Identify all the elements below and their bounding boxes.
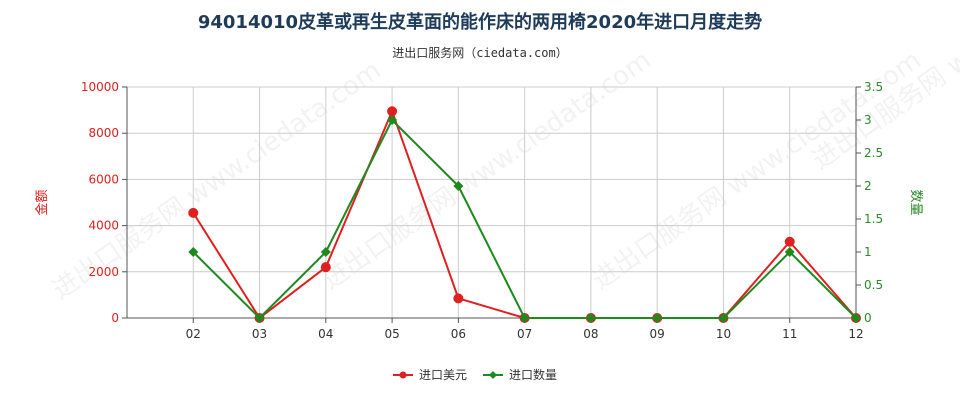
x-tick-label: 08 <box>583 327 598 341</box>
series-point-1 <box>585 313 596 323</box>
series-point-1 <box>718 313 729 323</box>
series-point-1 <box>254 313 265 323</box>
x-tick-label: 05 <box>384 327 399 341</box>
y-right-tick-label: 1 <box>864 245 872 259</box>
series-point-1 <box>652 313 663 323</box>
y-right-tick-label: 1.5 <box>864 212 883 226</box>
series-point-1 <box>519 313 530 323</box>
y-right-tick-label: 2 <box>864 179 872 193</box>
x-tick-label: 03 <box>252 327 267 341</box>
x-tick-label: 02 <box>186 327 201 341</box>
x-tick-label: 04 <box>318 327 333 341</box>
y-left-axis-label: 金额 <box>34 189 50 215</box>
series-point-1 <box>453 181 464 191</box>
legend-label-1: 进口数量 <box>509 367 557 382</box>
x-tick-label: 06 <box>451 327 466 341</box>
series-point-0 <box>784 236 795 247</box>
chart-subtitle: 进出口服务网（ciedata.com） <box>392 46 568 60</box>
x-tick-label: 10 <box>716 327 731 341</box>
x-tick-label: 12 <box>848 327 863 341</box>
legend-marker-1 <box>489 371 497 379</box>
y-left-tick-label: 10000 <box>81 80 119 94</box>
series-point-1 <box>784 247 795 257</box>
x-tick-label: 09 <box>650 327 665 341</box>
y-right-tick-label: 0.5 <box>864 278 883 292</box>
y-left-tick-label: 2000 <box>88 265 119 279</box>
y-right-tick-label: 0 <box>864 311 872 325</box>
y-right-tick-label: 2.5 <box>864 146 883 160</box>
y-right-tick-label: 3.5 <box>864 80 883 94</box>
series-point-0 <box>320 262 331 273</box>
series-point-1 <box>188 247 199 257</box>
x-tick-label: 11 <box>782 327 797 341</box>
series-point-1 <box>320 247 331 257</box>
y-left-tick-label: 6000 <box>88 172 119 186</box>
series-point-0 <box>387 106 398 117</box>
legend-marker-0 <box>399 371 407 379</box>
chart-title: 94014010皮革或再生皮革面的能作床的两用椅2020年进口月度走势 <box>197 12 763 33</box>
y-right-tick-label: 3 <box>864 113 872 127</box>
series-point-0 <box>188 207 199 218</box>
series-point-0 <box>453 293 464 304</box>
y-left-tick-label: 4000 <box>88 219 119 233</box>
y-left-tick-label: 8000 <box>88 126 119 140</box>
x-tick-label: 07 <box>517 327 532 341</box>
series-point-1 <box>851 313 861 323</box>
y-left-tick-label: 0 <box>111 311 119 325</box>
y-right-axis-label: 数量 <box>908 189 923 215</box>
series-point-1 <box>387 115 398 125</box>
legend-label-0: 进口美元 <box>419 368 467 382</box>
